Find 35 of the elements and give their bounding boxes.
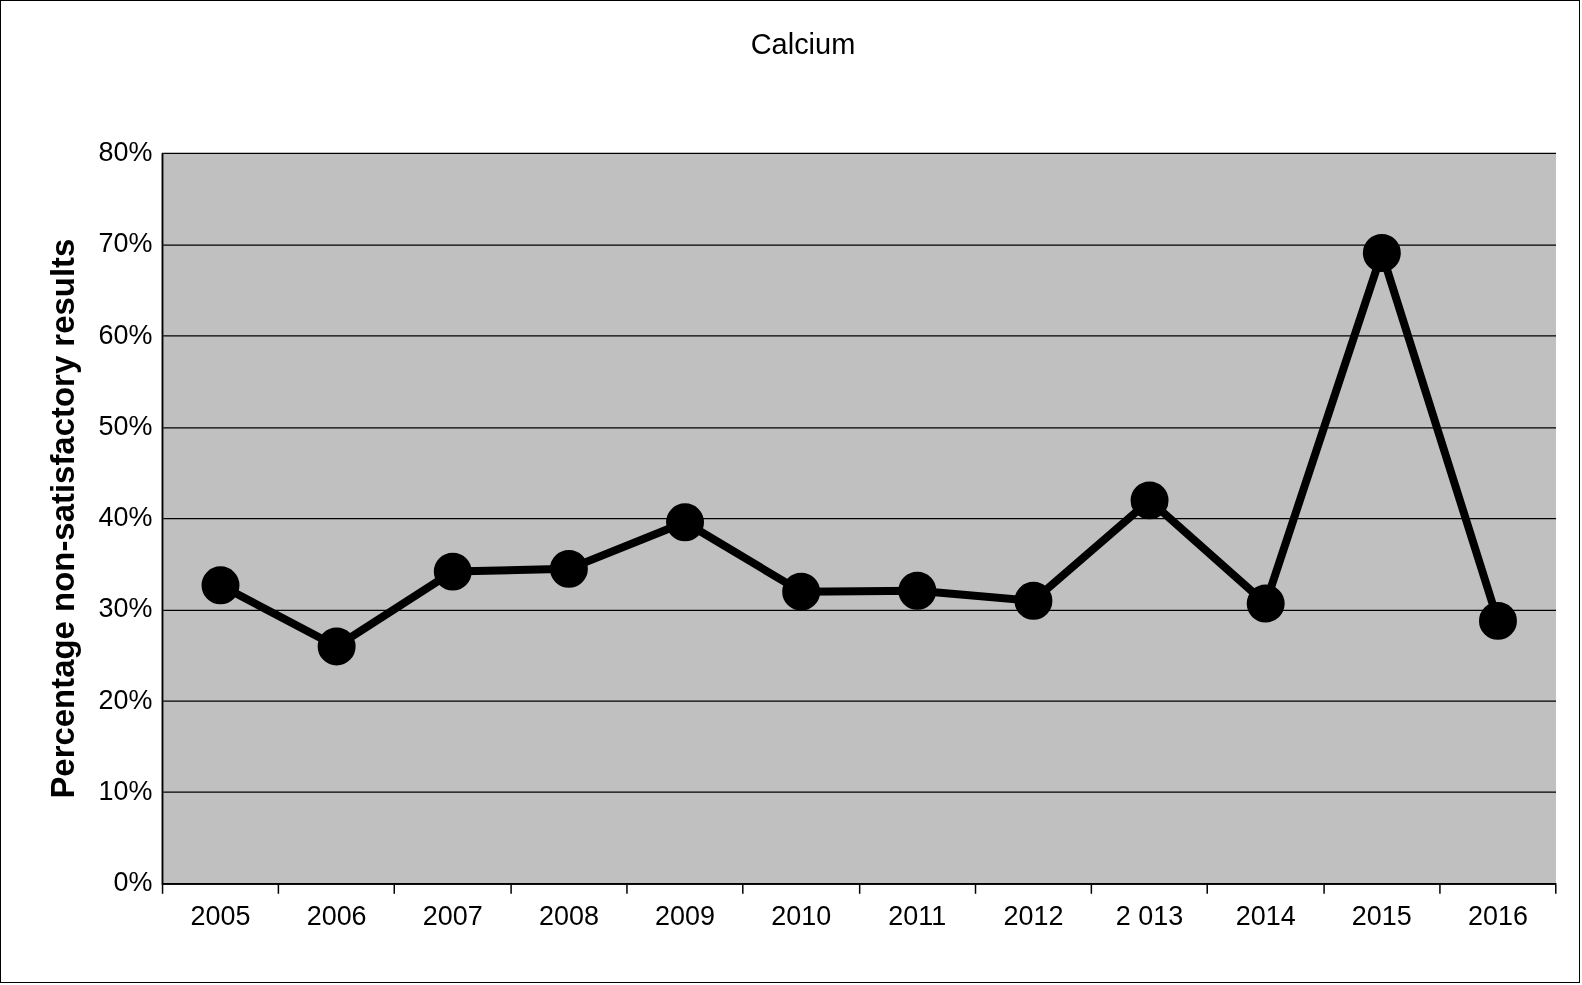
x-tick-label: 2016 — [1467, 901, 1528, 932]
point — [1478, 601, 1517, 640]
y-axis-title: Percentage non-satisfactory results — [43, 238, 81, 799]
y-tick-label: 80% — [98, 136, 153, 167]
point — [433, 552, 472, 591]
point — [1362, 234, 1401, 272]
point — [201, 566, 240, 605]
x-tick-label: 2014 — [1235, 901, 1296, 932]
y-tick-label: 0% — [113, 867, 153, 898]
x-tick-label: 2012 — [1003, 901, 1064, 932]
x-tick-label: 2015 — [1351, 901, 1412, 932]
y-tick-label: 60% — [98, 319, 153, 350]
chart-title: Calcium — [750, 28, 856, 61]
y-tick-label: 30% — [98, 593, 153, 624]
point — [1246, 584, 1285, 623]
x-tick-label: 2 013 — [1115, 901, 1184, 932]
point — [1130, 481, 1169, 520]
point — [666, 503, 705, 542]
point — [317, 627, 356, 666]
x-tick-label: 2005 — [190, 901, 251, 932]
point — [1014, 581, 1053, 620]
y-tick-label: 40% — [98, 502, 153, 533]
point — [898, 571, 937, 610]
point — [782, 572, 821, 611]
y-tick-label: 10% — [98, 775, 153, 806]
y-tick-label: 50% — [98, 410, 153, 441]
point — [549, 549, 588, 588]
y-tick-label: 20% — [98, 684, 153, 715]
y-tick-label: 70% — [98, 228, 153, 259]
x-tick-label: 2010 — [771, 901, 832, 932]
x-tick-label: 2008 — [538, 901, 599, 932]
x-tick-label: 2007 — [422, 901, 483, 932]
x-tick-label: 2009 — [655, 901, 716, 932]
x-tick-label: 2006 — [306, 901, 367, 932]
x-tick-label: 2011 — [888, 901, 947, 932]
